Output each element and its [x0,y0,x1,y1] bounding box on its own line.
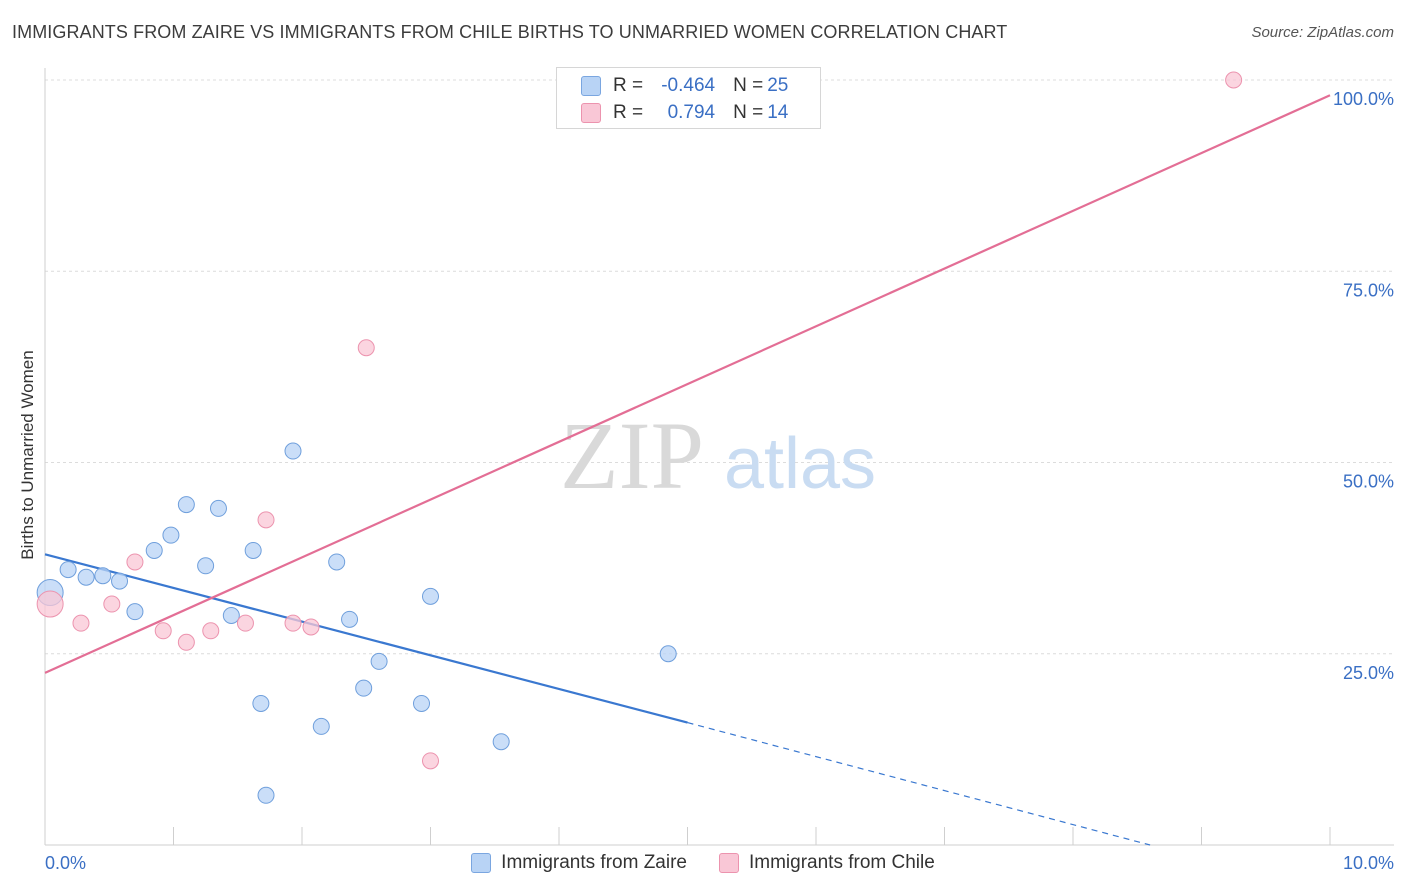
y-tick-label: 75.0% [1343,280,1394,300]
chart-source: Source: ZipAtlas.com [1251,24,1394,41]
data-point-zaire [177,496,195,514]
data-point-zaire [244,541,262,559]
data-point-zaire [252,694,270,712]
data-point-chile [154,622,172,640]
n-value: 25 [767,75,789,96]
data-point-zaire [126,603,144,621]
watermark-atlas: atlas [724,424,876,504]
data-point-zaire [328,553,346,571]
data-point-zaire [59,561,77,579]
data-point-chile [72,614,90,632]
tick-labels: 25.0% 50.0% 75.0% 100.0% 0.0% 10.0% [45,89,1394,873]
data-point-zaire [222,607,240,624]
data-point-chile [236,614,254,632]
stats-row-zaire: R = -0.464 N = 25 [581,75,788,97]
r-value: -0.464 [661,75,716,96]
data-point-zaire [659,645,677,663]
data-point-chile [1225,71,1243,89]
trend-lines [44,94,1331,846]
legend-label-zaire: Immigrants from Zaire [501,852,687,873]
data-point-zaire [197,557,215,575]
data-point-chile [177,633,195,651]
stats-swatch-chile [581,103,601,123]
n-label: N = [733,75,764,96]
r-label: R = [613,75,644,96]
data-point-zaire [111,572,129,590]
data-points [36,71,1243,804]
x-tick-label: 10.0% [1343,853,1394,873]
data-point-zaire [355,679,373,697]
data-point-zaire [145,541,163,559]
data-point-zaire [284,442,302,460]
data-point-zaire [413,694,431,712]
data-point-chile [36,590,64,618]
watermark-zip: ZIP [560,402,704,509]
y-tick-label: 100.0% [1333,89,1394,109]
y-tick-label: 50.0% [1343,472,1394,492]
y-tick-label: 25.0% [1343,663,1394,683]
r-label: R = [613,102,644,123]
data-point-zaire [77,568,95,586]
data-point-zaire [209,499,227,517]
data-point-zaire [341,610,359,628]
data-point-chile [103,595,121,613]
data-point-zaire [312,717,330,735]
data-point-chile [202,622,220,640]
data-point-zaire [162,526,180,544]
data-point-chile [126,553,144,571]
grid-lines [45,79,1394,655]
stats-swatch-zaire [581,76,601,96]
data-point-zaire [422,587,439,605]
watermark: ZIP atlas [560,402,876,509]
data-point-zaire [370,652,388,670]
legend-item-zaire[interactable]: Immigrants from Zaire [471,852,687,874]
data-point-zaire [257,786,275,804]
correlation-stats-box: R = -0.464 N = 25 R = 0.794 N = 14 [556,67,821,129]
data-point-zaire [94,567,112,585]
r-value: 0.794 [667,102,716,123]
n-value: 14 [767,102,789,123]
n-label: N = [733,102,764,123]
x-tick-label: 0.0% [45,853,86,873]
chart-title: IMMIGRANTS FROM ZAIRE VS IMMIGRANTS FROM… [12,22,1008,42]
legend-swatch-chile [718,853,739,873]
legend-swatch-zaire [471,853,492,873]
legend: Immigrants from Zaire Immigrants from Ch… [0,852,1406,874]
data-point-zaire [492,733,510,751]
data-point-chile [422,752,439,770]
data-point-chile [357,339,375,357]
y-axis-title: Births to Unmarried Women [18,350,37,560]
data-point-chile [284,614,302,632]
data-point-chile [302,618,320,636]
axes [44,68,1394,846]
data-point-chile [257,511,275,529]
legend-item-chile[interactable]: Immigrants from Chile [718,852,935,874]
trend-line-zaire [44,553,688,724]
trend-line-zaire-extrapolated [687,722,1151,846]
legend-label-chile: Immigrants from Chile [748,852,935,873]
trend-line-chile [44,94,1331,674]
stats-row-chile: R = 0.794 N = 14 [581,102,788,124]
